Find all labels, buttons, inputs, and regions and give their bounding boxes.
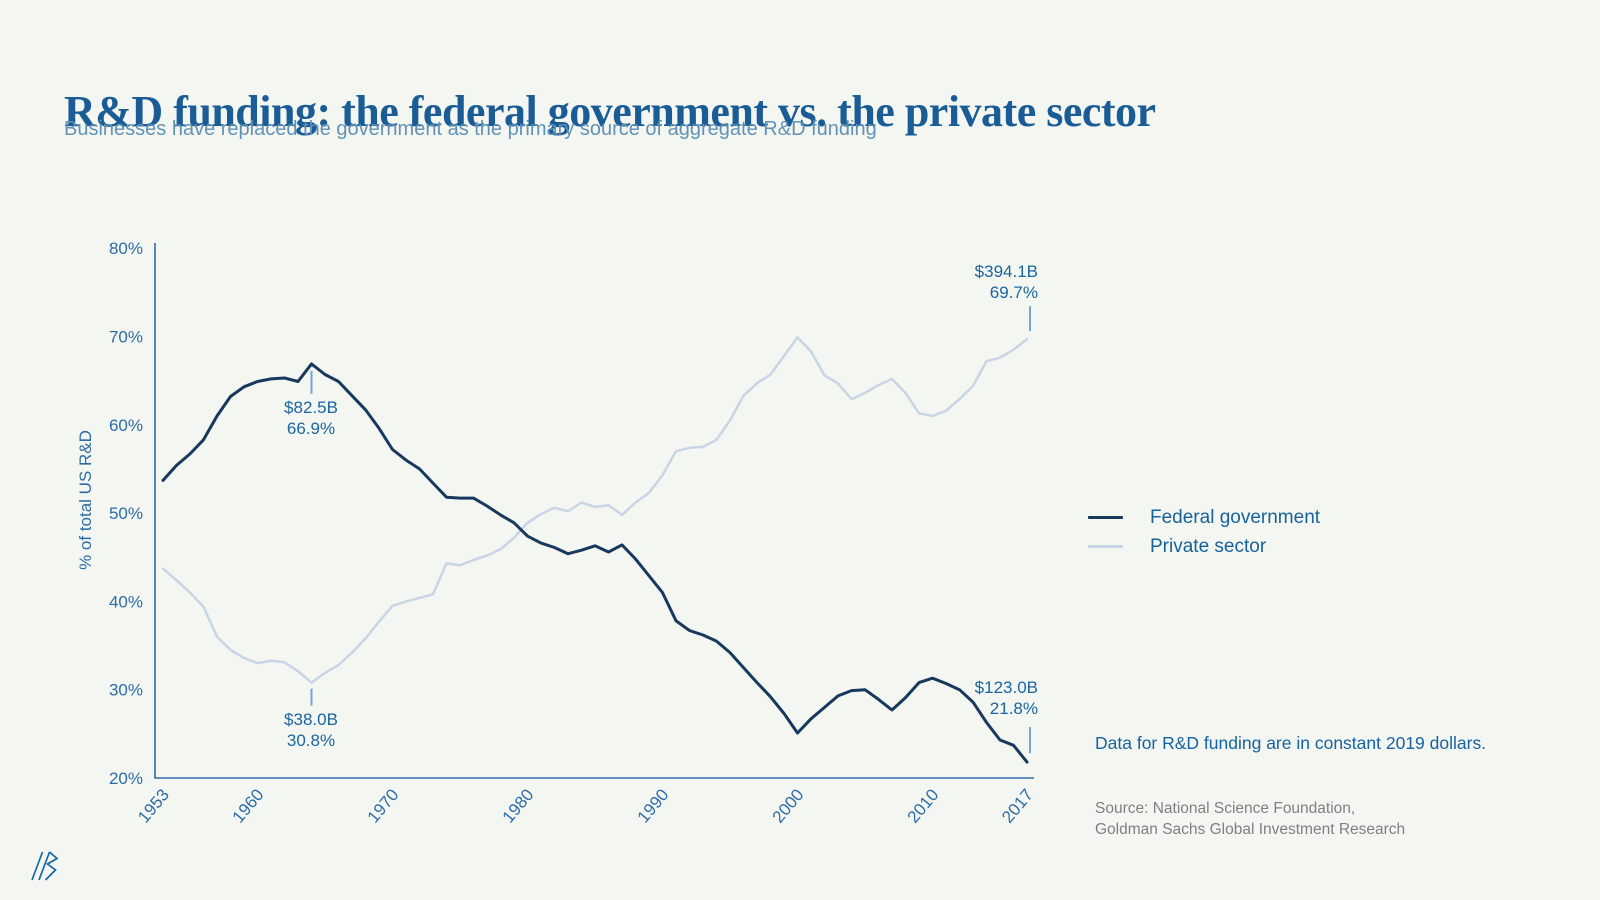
x-tick-label: 1980 (499, 785, 538, 826)
y-tick-label: 60% (109, 416, 143, 435)
annotation-federal-2017-percent: 21.8% (989, 699, 1038, 718)
x-tick-label: 1990 (634, 785, 673, 826)
legend-label-federal: Federal government (1150, 506, 1321, 528)
chart-note: Data for R&D funding are in constant 201… (1095, 733, 1487, 753)
source-line-2: Goldman Sachs Global Investment Research (1095, 821, 1406, 838)
x-tick-label: 2010 (904, 785, 943, 826)
x-tick-label: 2000 (769, 785, 808, 826)
page-subtitle: Businesses have replaced the government … (64, 118, 877, 140)
federal-government-line (161, 362, 1029, 764)
legend-label-private: Private sector (1150, 535, 1267, 557)
annotation-federal-2017-amount: $123.0B (974, 678, 1038, 697)
legend-item-private: Private sector (1088, 532, 1320, 561)
annotation-federal-peak: $82.5B 66.9% (236, 397, 386, 439)
annotation-federal-2017: $123.0B 21.8% (888, 677, 1038, 719)
y-tick-label: 20% (109, 769, 143, 788)
y-tick-label: 70% (109, 328, 143, 347)
annotation-private-dip-percent: 30.8% (286, 731, 336, 750)
x-tick-label: 1953 (134, 785, 173, 826)
page-title: R&D funding: the federal government vs. … (64, 87, 1156, 137)
annotation-private-dip-amount: $38.0B (284, 710, 338, 729)
legend-item-federal: Federal government (1088, 503, 1320, 532)
annotation-private-2017: $394.1B 69.7% (888, 261, 1038, 303)
private-sector-line (161, 336, 1029, 684)
x-tick-label: 2017 (998, 785, 1037, 826)
y-axis-title: % of total US R&D (76, 430, 95, 570)
x-tick-label: 1960 (229, 785, 268, 826)
source-line-1: Source: National Science Foundation, (1095, 800, 1356, 817)
y-tick-label: 40% (109, 592, 143, 611)
y-tick-label: 30% (109, 681, 143, 700)
chart-legend: Federal government Private sector (1088, 503, 1320, 561)
annotation-private-2017-amount: $394.1B (974, 262, 1038, 281)
federal-line-swatch (1088, 516, 1123, 519)
private-line-swatch (1088, 545, 1123, 548)
annotation-private-dip: $38.0B 30.8% (236, 709, 386, 751)
chart-source: Source: National Science Foundation, Gol… (1095, 798, 1555, 840)
annotation-private-2017-percent: 69.7% (989, 283, 1038, 302)
chart-axes (154, 243, 1034, 779)
x-tick-label: 1970 (364, 785, 403, 826)
annotation-federal-peak-amount: $82.5B (284, 398, 338, 417)
brand-logo-icon (31, 851, 59, 881)
y-tick-label: 80% (109, 239, 143, 258)
annotation-federal-peak-percent: 66.9% (286, 419, 336, 438)
y-tick-label: 50% (109, 504, 143, 523)
